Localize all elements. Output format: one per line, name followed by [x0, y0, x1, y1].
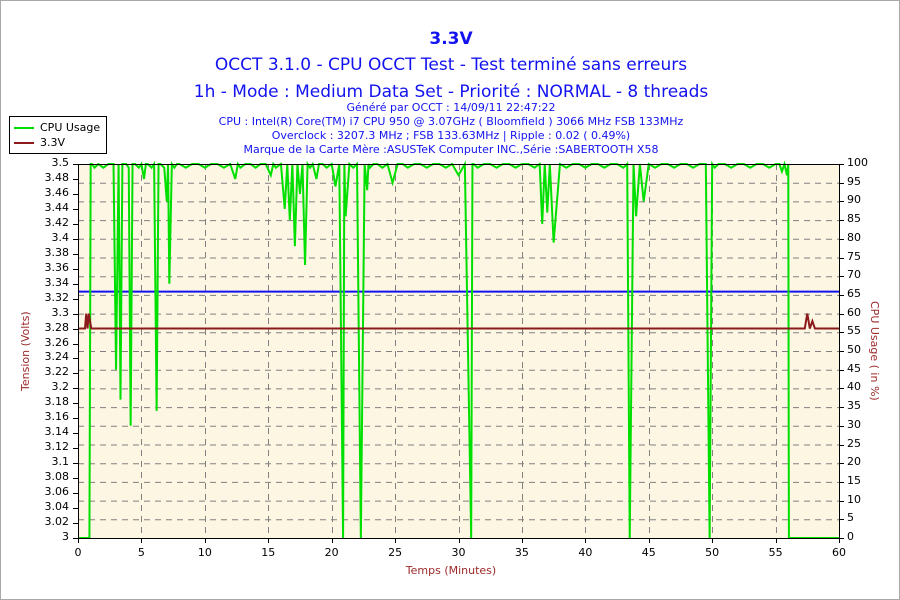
legend-item-label: CPU Usage [40, 121, 101, 134]
y-axis-right-tick-label: 55 [847, 324, 861, 338]
y-axis-left-tick-label: 3.5 [51, 156, 70, 169]
y-axis-left-tick-label: 3.22 [44, 365, 70, 379]
y-axis-left-tick-label: 3.04 [44, 500, 70, 514]
overclock-info: Overclock : 3207.3 MHz ; FSB 133.63MHz |… [271, 129, 631, 142]
y-axis-left-tick-label: 3.2 [51, 380, 70, 394]
y-axis-right-tick-label: 25 [847, 436, 861, 450]
y-axis-left-tick-label: 3.28 [44, 320, 70, 334]
x-axis-title: Temps (Minutes) [405, 564, 497, 577]
y-axis-right-tick-label: 35 [847, 399, 861, 413]
y-axis-left-tick-label: 3.36 [44, 260, 70, 274]
y-axis-right-tick-label: 30 [847, 417, 861, 431]
y-axis-left-title: Tension (Volts) [19, 311, 32, 391]
legend-color-swatch [14, 141, 34, 144]
x-axis-tick-label: 5 [137, 546, 145, 559]
x-axis-tick-label: 45 [641, 546, 656, 559]
system-info-block: Généré par OCCT : 14/09/11 22:47:22 CPU … [1, 101, 899, 157]
y-axis-left-tick-label: 3.4 [51, 230, 70, 244]
grid-lines [78, 164, 839, 538]
y-axis-left-tick-label: 3.3 [51, 305, 70, 319]
chart-subtitle-line1: OCCT 3.1.0 - CPU OCCT Test - Test termin… [214, 55, 688, 75]
x-axis-tick-label: 40 [578, 546, 593, 559]
legend-item: CPU Usage [14, 120, 100, 135]
y-axis-left-tick-label: 3.16 [44, 410, 70, 424]
y-axis-left-tick-label: 3.14 [44, 425, 70, 439]
y-axis-left-tick-label: 3.1 [51, 455, 70, 469]
series-line-3-3v [78, 313, 839, 330]
legend-color-swatch [14, 126, 34, 129]
y-axis-left-tick-label: 3.46 [44, 185, 70, 199]
axis-ticks [73, 164, 844, 543]
y-axis-left-tick-label: 3.18 [44, 395, 70, 409]
x-axis-tick-label: 30 [451, 546, 466, 559]
y-axis-right-tick-label: 45 [847, 361, 861, 375]
y-axis-left-tick-label: 3.48 [44, 170, 70, 184]
motherboard-info: Marque de la Carte Mère :ASUSTeK Compute… [243, 143, 659, 156]
y-axis-right-tick-label: 75 [847, 249, 861, 263]
y-axis-right-tick-label: 50 [847, 343, 861, 356]
y-axis-left-tick-label: 3.42 [44, 215, 70, 229]
y-axis-left-tick-label: 3.24 [44, 350, 70, 364]
y-axis-right-tick-label: 70 [847, 268, 861, 282]
y-axis-left-tick-label: 3.12 [44, 440, 70, 454]
y-axis-right-tick-label: 60 [847, 305, 861, 319]
page-title: 3.3V [429, 29, 473, 49]
y-axis-right-tick-label: 90 [847, 193, 861, 207]
y-axis-right-tick-label: 20 [847, 455, 861, 469]
y-axis-right-title: CPU Usage ( in %) [868, 301, 881, 401]
y-axis-left-tick-label: 3.38 [44, 245, 70, 259]
y-axis-right-tick-label: 65 [847, 286, 861, 300]
y-axis-left-tick-label: 3.02 [44, 515, 70, 529]
x-axis-tick-label: 60 [832, 546, 846, 559]
x-axis-tick-label: 55 [768, 546, 783, 559]
legend-item-label: 3.3V [40, 136, 66, 149]
x-axis-tick-label: 50 [705, 546, 720, 559]
x-axis-tick-label: 35 [514, 546, 529, 559]
y-axis-right-tick-label: 80 [847, 230, 861, 244]
y-axis-right-tick-label: 100 [847, 156, 868, 169]
y-axis-right-tick-label: 85 [847, 212, 861, 226]
x-axis-tick-label: 10 [197, 546, 212, 559]
y-axis-left-tick-label: 3.26 [44, 335, 70, 349]
generated-timestamp: Généré par OCCT : 14/09/11 22:47:22 [346, 101, 556, 114]
x-axis-tick-label: 0 [74, 546, 82, 559]
y-axis-right-tick-label: 0 [847, 530, 854, 543]
y-axis-right-tick-label: 10 [847, 492, 861, 506]
cpu-info: CPU : Intel(R) Core(TM) i7 CPU 950 @ 3.0… [218, 115, 684, 128]
x-axis-tick-label: 20 [324, 546, 339, 559]
y-axis-left-tick-label: 3.34 [44, 275, 70, 289]
legend-item: 3.3V [14, 135, 100, 150]
y-axis-left-tick-label: 3 [62, 530, 69, 543]
y-axis-right-tick-label: 95 [847, 174, 861, 188]
y-axis-left-tick-label: 3.44 [44, 200, 70, 214]
y-axis-right-tick-label: 15 [847, 473, 861, 487]
y-axis-left-tick-label: 3.08 [44, 470, 70, 484]
x-axis-tick-label: 25 [388, 546, 403, 559]
y-axis-right-tick-label: 5 [847, 511, 854, 525]
y-axis-right-tick-label: 40 [847, 380, 861, 394]
x-axis-tick-label: 15 [261, 546, 276, 559]
chart-title-block: 3.3V OCCT 3.1.0 - CPU OCCT Test - Test t… [1, 27, 899, 106]
chart-subtitle-line2: 1h - Mode : Medium Data Set - Priorité :… [193, 82, 709, 102]
chart-legend: CPU Usage 3.3V [9, 116, 108, 154]
y-axis-left-tick-label: 3.06 [44, 485, 70, 499]
y-axis-left-tick-label: 3.32 [44, 290, 70, 304]
